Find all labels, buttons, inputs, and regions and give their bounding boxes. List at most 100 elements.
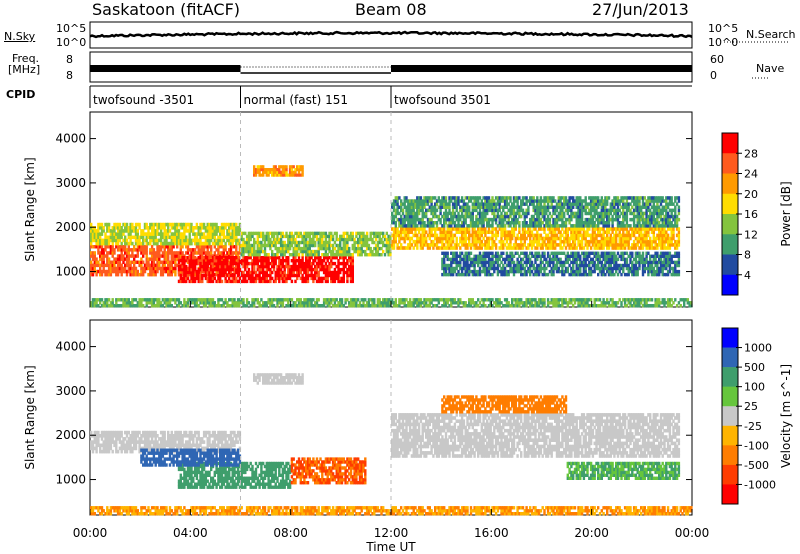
power-cell <box>256 234 259 239</box>
power-cell <box>380 237 383 242</box>
power-cell <box>156 229 159 233</box>
power-cell <box>520 199 523 203</box>
power-cell <box>446 214 449 219</box>
power-cell <box>473 230 476 234</box>
power-cell <box>292 261 295 266</box>
power-cell <box>652 217 655 222</box>
power-cell <box>222 248 225 252</box>
power-cell <box>186 229 190 233</box>
power-cell <box>412 205 415 209</box>
power-cell <box>527 224 530 228</box>
power-cell <box>484 251 487 255</box>
power-cell <box>186 273 190 278</box>
power-cell <box>462 272 466 277</box>
power-cell <box>475 199 478 203</box>
power-cell <box>163 245 166 249</box>
power-cell <box>545 260 548 265</box>
power-cell <box>658 243 661 247</box>
power-cell <box>607 227 611 231</box>
power-cell <box>537 266 541 271</box>
power-cell <box>661 217 664 222</box>
power-cell <box>514 214 517 219</box>
power-cell <box>287 273 290 278</box>
power-cell <box>444 202 448 206</box>
power-cell <box>210 222 213 227</box>
power-cell <box>466 257 469 262</box>
power-cell <box>450 196 453 200</box>
power-cell <box>443 260 446 265</box>
power-cell <box>238 256 242 260</box>
power-cell <box>616 208 620 213</box>
power-cell <box>430 205 433 209</box>
power-cell <box>509 211 512 216</box>
power-cell <box>607 221 611 225</box>
power-cell <box>285 234 288 239</box>
power-cell <box>570 208 573 213</box>
power-cell <box>554 251 557 255</box>
power-cell <box>267 256 270 260</box>
power-cell <box>179 279 182 284</box>
power-cell <box>466 272 469 277</box>
power-cell <box>149 235 152 240</box>
power-cell <box>419 246 423 250</box>
power-cell <box>529 239 532 244</box>
power-cell <box>321 240 324 245</box>
power-cell <box>272 279 276 284</box>
power-cell <box>606 239 609 244</box>
power-cell <box>294 259 297 263</box>
power-cell <box>249 270 252 275</box>
power-cell <box>364 249 367 254</box>
power-cell <box>455 227 458 231</box>
power-cell <box>349 234 353 239</box>
power-cell <box>278 259 281 263</box>
power-cell <box>430 227 433 231</box>
power-cell <box>453 233 457 238</box>
power-cell <box>466 246 469 250</box>
power-cell <box>346 267 349 272</box>
power-cell <box>414 199 417 203</box>
power-cell <box>521 266 525 271</box>
power-cell <box>124 266 127 271</box>
power-cell <box>299 165 302 169</box>
power-cell <box>297 170 301 174</box>
power-cell <box>428 243 431 247</box>
power-cell <box>654 217 657 222</box>
freq-right-tick-top: 60 <box>710 53 724 66</box>
power-cell <box>473 239 476 244</box>
power-cell <box>360 249 363 254</box>
power-cell <box>154 235 157 240</box>
power-cell <box>109 229 113 233</box>
power-cell <box>658 214 661 219</box>
power-cell <box>520 202 523 206</box>
power-cell <box>235 251 238 255</box>
power-cell <box>430 202 433 206</box>
power-cell <box>471 236 474 241</box>
power-cell <box>391 202 394 206</box>
power-cell <box>193 251 197 255</box>
power-cell <box>392 236 396 241</box>
power-cell <box>245 273 249 278</box>
power-cell <box>570 246 573 250</box>
power-cell <box>321 261 324 266</box>
power-cell <box>192 267 195 272</box>
power-cell <box>650 227 654 231</box>
power-cell <box>597 199 600 203</box>
power-cell <box>294 273 297 278</box>
power-cell <box>263 264 267 269</box>
power-cell <box>254 273 258 278</box>
power-cell <box>638 211 641 216</box>
power-cell <box>258 259 261 263</box>
power-cell <box>172 251 175 255</box>
power-cell <box>238 270 242 275</box>
power-cell <box>446 266 449 271</box>
power-cell <box>116 241 120 246</box>
power-cell <box>213 235 216 240</box>
power-cell <box>263 261 267 266</box>
power-cell <box>109 232 113 236</box>
power-cell <box>455 202 458 206</box>
power-cell <box>640 208 643 213</box>
power-cell <box>331 249 335 254</box>
power-cell <box>661 205 664 209</box>
power-cell <box>493 233 496 238</box>
power-cell <box>177 264 181 269</box>
